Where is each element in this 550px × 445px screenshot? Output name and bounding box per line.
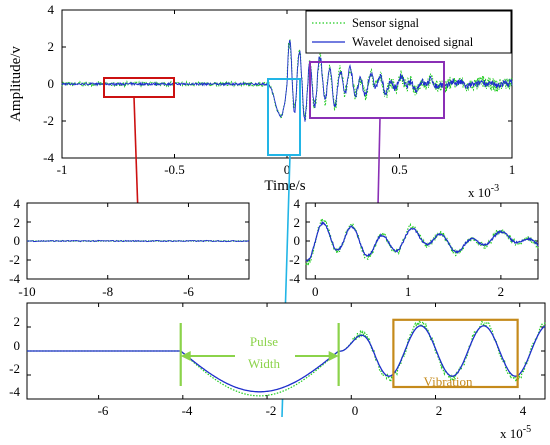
zoom-pulse-x-multiplier: x 10-5 [500,424,531,441]
main-x-multiplier-exp: -3 [491,183,499,194]
zoom-oscillation-panel: 4 2 0 -2 -4 0 1 2 [289,196,539,299]
zoom-oscillation-x-tick-label: 2 [498,284,505,299]
main-y-tick-label: 2 [48,39,55,54]
zoom-pulse-y-tick-label: 2 [14,314,21,329]
zoom-oscillation-x-tick-label: 0 [312,284,319,299]
main-y-tick-label: 0 [48,76,55,91]
main-x-tick-label: 0.5 [391,162,407,177]
zoom-noise-x-tick-label: -6 [183,284,194,299]
zoom-oscillation-y-tick-label: -4 [289,271,300,286]
zoom-pulse-x-tick-label: 4 [520,403,527,418]
zoom-pulse-y-tick-label: -4 [9,384,20,399]
noise-connector-line [133,96,139,215]
main-x-tick-label: -1 [57,162,68,177]
main-panel: 4 2 0 -2 -4 -1 -0.5 0 0.5 1 Amplitude/v … [8,2,515,200]
zoom-pulse-ticks [27,302,545,400]
vibration-label: Vibration [423,374,473,389]
zoom-noise-panel: 4 2 0 -2 -4 -10 -8 -6 [9,196,250,299]
zoom-pulse-y-tick-label: -2 [9,361,20,376]
oscillation-connector-line [377,117,381,207]
vibration-box [392,318,519,389]
zoom-noise-y-tick-label: 4 [14,196,21,211]
zoom-pulse-denoised-line [27,325,546,393]
zoom-oscillation-y-tick-label: 4 [294,196,301,211]
zoom-oscillation-x-tick-label: 1 [405,284,412,299]
zoom-noise-y-tick-label: 0 [14,233,21,248]
zoom-pulse-x-tick-label: 0 [352,403,359,418]
pulse-width-label-line2: Width [248,356,280,371]
main-y-tick-label: -4 [43,150,54,165]
zoom-pulse-x-multiplier-base: x 10 [500,426,523,441]
zoom-oscillation-y-tick-label: 0 [294,233,301,248]
noise-highlight-box [103,77,175,98]
zoom-noise-y-tick-label: 2 [14,215,21,230]
legend-box [305,10,512,54]
pulse-width-left-arrowhead [180,351,191,361]
oscillation-highlight-box [309,61,445,119]
pulse-width-right-arrowhead [328,351,339,361]
zoom-noise-y-tick-label: -2 [9,252,20,267]
legend-label-sensor: Sensor signal [352,16,420,30]
zoom-pulse-panel: Pulse Width Vibration 2 0 -2 -4 -6 -4 -2… [9,302,546,441]
zoom-pulse-sensor-line [27,319,546,397]
main-x-tick-label: 1 [509,162,516,177]
main-x-tick-label: 0 [284,162,291,177]
zoom-oscillation-denoised-line [305,220,539,262]
main-y-axis-label: Amplitude/v [8,46,24,122]
zoom-noise-x-tick-label: -8 [102,284,113,299]
main-x-tick-label: -0.5 [164,162,185,177]
main-x-multiplier: x 10-3 [468,183,499,200]
zoom-pulse-y-tick-label: 0 [14,338,21,353]
zoom-noise-x-tick-label: -10 [18,284,35,299]
zoom-pulse-x-tick-label: 2 [436,403,443,418]
legend-label-denoised: Wavelet denoised signal [352,35,474,49]
main-signals [61,39,513,122]
zoom-pulse-x-tick-label: -6 [98,403,109,418]
main-x-multiplier-base: x 10 [468,185,491,200]
zoom-pulse-x-tick-label: -4 [182,403,193,418]
main-denoised-line [61,40,513,122]
zoom-noise-y-tick-label: -4 [9,271,20,286]
pulse-width-label-line1: Pulse [250,334,278,349]
legend: Sensor signal Wavelet denoised signal [305,10,512,54]
zoom-oscillation-y-tick-label: 2 [294,215,301,230]
zoom-pulse-x-tick-label: -2 [266,403,277,418]
pulse-highlight-box [267,78,301,156]
zoom-pulse-x-multiplier-exp: -5 [523,424,531,435]
main-x-axis-label: Time/s [264,178,305,194]
zoom-noise-denoised-line [26,239,250,243]
zoom-oscillation-y-tick-label: -2 [289,252,300,267]
main-y-tick-label: 4 [48,2,55,17]
main-y-tick-label: -2 [43,113,54,128]
